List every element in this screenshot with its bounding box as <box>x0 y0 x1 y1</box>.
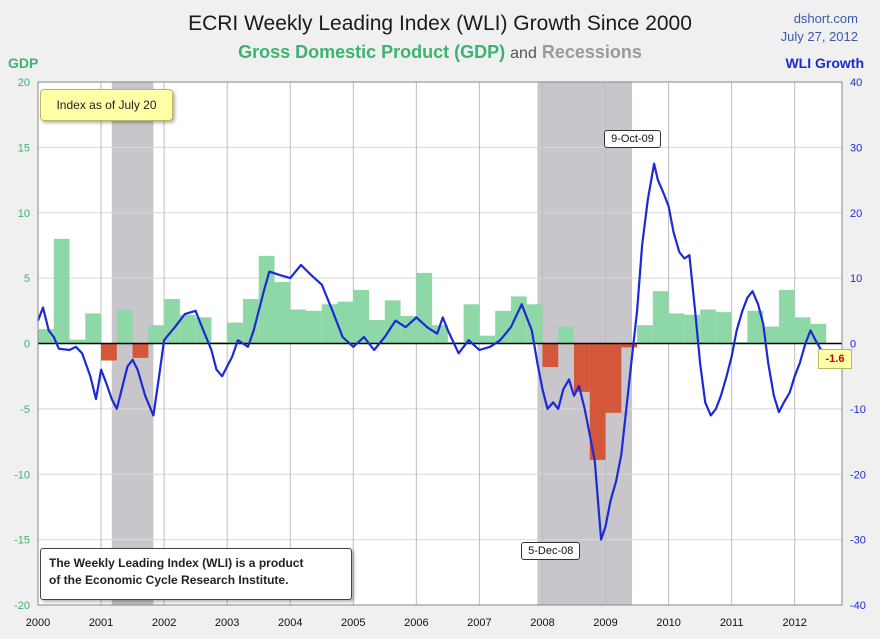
gdp-bar <box>668 313 685 344</box>
gdp-bar <box>463 304 480 344</box>
wli-tick-label: -40 <box>850 600 866 612</box>
gdp-bar <box>53 238 70 344</box>
gdp-bar <box>700 309 716 344</box>
wli-tick-label: -10 <box>850 404 866 416</box>
x-tick-label: 2003 <box>215 617 239 629</box>
x-tick-label: 2010 <box>656 617 680 629</box>
last-value-label: -1.6 <box>818 349 852 369</box>
gdp-bar <box>353 289 370 344</box>
gdp-bar <box>479 335 496 344</box>
wli-tick-label: 0 <box>850 339 856 351</box>
wli-tick-label: 40 <box>850 77 862 89</box>
gdp-tick-label: 15 <box>18 142 30 154</box>
x-tick-label: 2006 <box>404 617 428 629</box>
wli-tick-label: 20 <box>850 208 862 220</box>
x-tick-label: 2012 <box>782 617 806 629</box>
gdp-bar <box>369 319 385 344</box>
left-axis-title: GDP <box>8 55 39 71</box>
gdp-bar <box>432 325 448 344</box>
wli-tick-label: 30 <box>850 142 862 154</box>
gdp-bar <box>637 325 653 344</box>
peak-callout: 9-Oct-09 <box>604 129 661 148</box>
source-name: dshort.com <box>793 11 858 26</box>
wli-note-line2: of the Economic Cycle Research Institute… <box>49 573 289 587</box>
gdp-tick-label: 5 <box>24 273 30 285</box>
gdp-bar <box>179 314 196 344</box>
gdp-bar <box>274 282 291 344</box>
index-asof-note: Index as of July 20 <box>40 89 173 121</box>
gdp-bar <box>763 326 779 344</box>
gdp-bar <box>38 329 54 344</box>
wli-tick-label: -20 <box>850 469 866 481</box>
gdp-bar <box>621 343 638 348</box>
source-date: July 27, 2012 <box>780 29 858 44</box>
gdp-bar <box>416 272 433 344</box>
gdp-bar <box>526 304 543 344</box>
wli-source-note: The Weekly Leading Index (WLI) is a prod… <box>40 548 352 600</box>
gdp-bar <box>605 343 622 413</box>
gdp-bar <box>778 289 795 344</box>
x-tick-label: 2005 <box>341 617 365 629</box>
x-tick-label: 2011 <box>720 617 744 629</box>
x-tick-label: 2000 <box>26 617 50 629</box>
gdp-tick-label: 10 <box>18 208 30 220</box>
subtitle-and: and <box>510 45 537 62</box>
gdp-bar <box>652 291 669 344</box>
wli-note-line1: The Weekly Leading Index (WLI) is a prod… <box>49 556 304 570</box>
gdp-tick-label: -5 <box>20 404 30 416</box>
gdp-bar <box>148 325 165 344</box>
gdp-bar <box>574 343 590 392</box>
gdp-bar <box>321 304 338 344</box>
trough-callout: 5-Dec-08 <box>521 541 581 560</box>
plot-border <box>37 81 843 606</box>
gdp-bar <box>290 309 306 344</box>
gdp-tick-label: -15 <box>14 535 30 547</box>
gdp-bar <box>542 343 559 368</box>
gdp-bar <box>164 299 180 344</box>
gdp-bar <box>69 339 86 344</box>
gdp-bar <box>101 343 117 361</box>
gdp-bar <box>715 312 732 344</box>
gdp-bar <box>794 317 811 344</box>
gdp-tick-label: 0 <box>24 339 30 351</box>
chart-title: ECRI Weekly Leading Index (WLI) Growth S… <box>188 12 692 35</box>
gdp-bar <box>589 343 606 460</box>
x-tick-label: 2002 <box>152 617 176 629</box>
subtitle-recessions: Recessions <box>541 42 642 62</box>
gdp-bar <box>242 299 259 344</box>
gdp-bar <box>495 310 511 344</box>
gdp-tick-label: -10 <box>14 469 30 481</box>
gdp-bar <box>747 310 764 344</box>
x-tick-label: 2001 <box>89 617 113 629</box>
x-tick-label: 2009 <box>593 617 617 629</box>
gdp-bar <box>558 326 574 344</box>
gdp-bar <box>227 322 243 344</box>
chart-subtitle: Gross Domestic Product (GDP) and Recessi… <box>0 42 880 63</box>
gdp-bar <box>116 309 133 344</box>
gdp-tick-label: 20 <box>18 77 30 89</box>
gdp-bar <box>132 343 149 358</box>
gdp-bar <box>85 313 102 344</box>
gdp-bar <box>258 255 275 344</box>
source-block: dshort.com July 27, 2012 <box>781 10 858 46</box>
x-tick-label: 2004 <box>278 617 302 629</box>
gdp-tick-label: -20 <box>14 600 30 612</box>
x-tick-label: 2008 <box>530 617 554 629</box>
right-axis-title: WLI Growth <box>785 55 864 71</box>
wli-line <box>36 162 835 541</box>
gdp-bar <box>337 301 354 344</box>
subtitle-gdp: Gross Domestic Product (GDP) <box>238 42 506 62</box>
gdp-bar <box>306 310 322 344</box>
x-tick-label: 2007 <box>467 617 491 629</box>
wli-tick-label: 10 <box>850 273 862 285</box>
wli-tick-label: -30 <box>850 535 866 547</box>
gdp-bar <box>400 316 417 344</box>
